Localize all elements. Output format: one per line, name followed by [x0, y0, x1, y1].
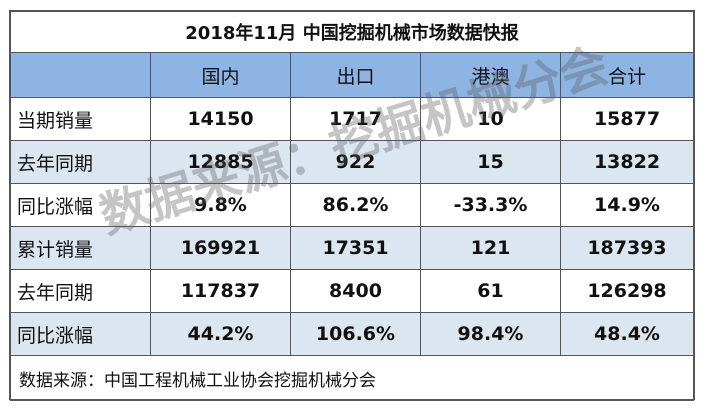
table-title: 2018年11月 中国挖掘机械市场数据快报 — [10, 11, 694, 53]
header-cell: 合计 — [560, 52, 694, 98]
cell: -33.3% — [420, 183, 561, 227]
cell: 15 — [420, 140, 561, 184]
cell: 48.4% — [560, 312, 694, 356]
cell: 12885 — [150, 140, 291, 184]
data-row: 同比涨幅 9.8% 86.2% -33.3% 14.9% — [10, 183, 694, 227]
row-label: 当期销量 — [10, 97, 151, 141]
cell: 8400 — [290, 269, 421, 313]
row-label: 同比涨幅 — [10, 183, 151, 227]
cell: 922 — [290, 140, 421, 184]
cell: 10 — [420, 97, 561, 141]
header-cell: 出口 — [290, 52, 421, 98]
row-label: 去年同期 — [10, 269, 151, 313]
cell: 14150 — [150, 97, 291, 141]
cell: 187393 — [560, 226, 694, 270]
data-table: 2018年11月 中国挖掘机械市场数据快报 国内 出口 港澳 合计 当期销量 14150 1… — [10, 11, 694, 401]
cell: 106.6% — [290, 312, 421, 356]
row-label: 去年同期 — [10, 140, 151, 184]
cell: 126298 — [560, 269, 694, 313]
data-row: 累计销量 169921 17351 121 187393 — [10, 226, 694, 270]
row-label: 累计销量 — [10, 226, 151, 270]
header-cell: 港澳 — [420, 52, 561, 98]
cell: 13822 — [560, 140, 694, 184]
cell: 61 — [420, 269, 561, 313]
cell: 44.2% — [150, 312, 291, 356]
header-cell — [10, 52, 151, 98]
cell: 14.9% — [560, 183, 694, 227]
table-frame: 2018年11月 中国挖掘机械市场数据快报 国内 出口 港澳 合计 当期销量 14150 1… — [9, 10, 695, 401]
data-row: 同比涨幅 44.2% 106.6% 98.4% 48.4% — [10, 312, 694, 356]
cell: 1717 — [290, 97, 421, 141]
source-row: 数据来源：中国工程机械工业协会挖掘机械分会 — [10, 355, 694, 401]
cell: 86.2% — [290, 183, 421, 227]
cell: 117837 — [150, 269, 291, 313]
cell: 17351 — [290, 226, 421, 270]
header-cell: 国内 — [150, 52, 291, 98]
header-row: 国内 出口 港澳 合计 — [10, 52, 694, 98]
cell: 121 — [420, 226, 561, 270]
cell: 15877 — [560, 97, 694, 141]
row-label: 同比涨幅 — [10, 312, 151, 356]
cell: 9.8% — [150, 183, 291, 227]
data-row: 去年同期 12885 922 15 13822 — [10, 140, 694, 184]
source-note: 数据来源：中国工程机械工业协会挖掘机械分会 — [10, 355, 694, 401]
cell: 98.4% — [420, 312, 561, 356]
data-row: 去年同期 117837 8400 61 126298 — [10, 269, 694, 313]
cell: 169921 — [150, 226, 291, 270]
data-row: 当期销量 14150 1717 10 15877 — [10, 97, 694, 141]
